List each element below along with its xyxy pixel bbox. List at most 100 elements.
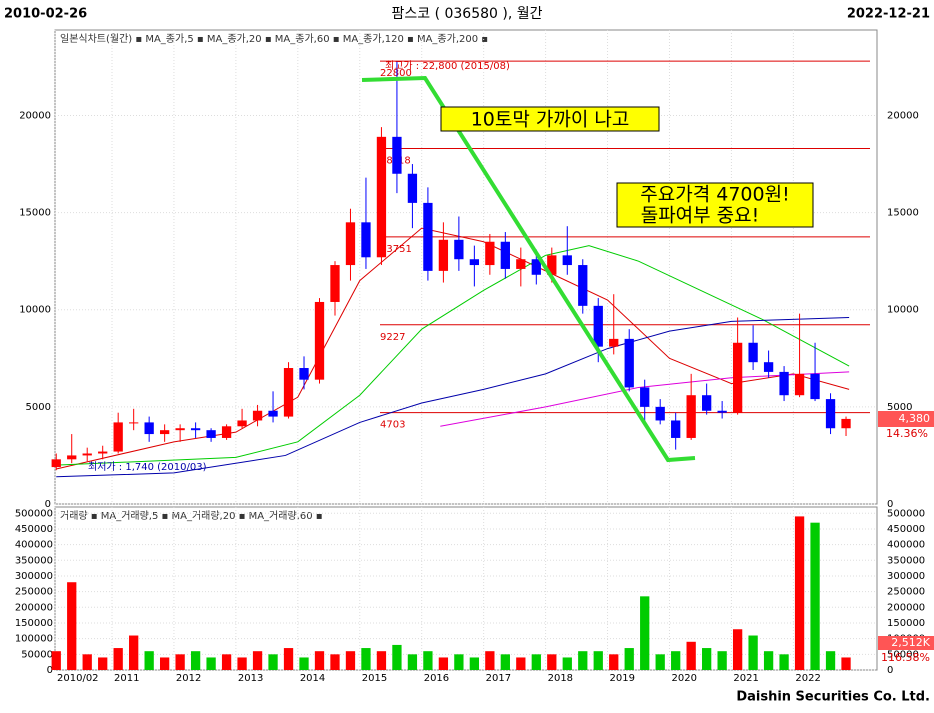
candle-body bbox=[283, 368, 294, 417]
volume-bar bbox=[330, 654, 340, 670]
candle-body bbox=[562, 255, 572, 266]
candle-body bbox=[671, 420, 681, 438]
y-tick-label: 150000 bbox=[15, 618, 53, 629]
y-tick-label: 20000 bbox=[19, 110, 51, 121]
volume-bar bbox=[113, 648, 123, 670]
candle-body bbox=[423, 202, 433, 271]
candle-body bbox=[500, 241, 510, 269]
volume-bar bbox=[361, 648, 371, 670]
candle-body bbox=[98, 451, 108, 454]
volume-bar bbox=[407, 654, 418, 670]
x-tick-label: 2019 bbox=[610, 673, 635, 684]
volume-bar bbox=[206, 657, 216, 670]
candle-body bbox=[82, 453, 92, 456]
y-tick-label: 10000 bbox=[19, 305, 51, 316]
y-tick-label: 15000 bbox=[19, 208, 51, 219]
end-date: 2022-12-21 bbox=[847, 7, 930, 22]
y-tick-label: 250000 bbox=[887, 587, 925, 598]
candle-body bbox=[206, 430, 216, 438]
volume-bar bbox=[732, 629, 743, 670]
candle-body bbox=[330, 265, 340, 302]
y-tick-label: 5000 bbox=[26, 402, 51, 413]
candle-body bbox=[547, 255, 557, 275]
y-tick-label: 300000 bbox=[15, 571, 53, 582]
volume-bar bbox=[748, 635, 758, 670]
volume-bar bbox=[237, 657, 247, 670]
candle-body bbox=[221, 426, 232, 438]
candle-body bbox=[299, 368, 309, 380]
candle-body bbox=[407, 173, 418, 203]
y-tick-label: 500000 bbox=[15, 508, 53, 519]
volume-bar bbox=[51, 651, 61, 670]
candle-body bbox=[609, 338, 619, 347]
volume-bar bbox=[376, 651, 387, 670]
volume-bar bbox=[268, 654, 278, 670]
y-tick-label: 200000 bbox=[887, 602, 925, 613]
volume-bar bbox=[190, 651, 201, 670]
volume-bar bbox=[686, 641, 696, 670]
volume-bar bbox=[825, 651, 836, 670]
y-tick-label: 100000 bbox=[15, 634, 53, 645]
volume-bar bbox=[717, 651, 727, 670]
candle-body bbox=[763, 362, 774, 372]
y-tick-label: 5000 bbox=[887, 402, 912, 413]
candle-body bbox=[438, 239, 449, 271]
candle-body bbox=[314, 301, 325, 380]
y-tick-label: 20000 bbox=[887, 110, 919, 121]
y-tick-label: 450000 bbox=[887, 524, 925, 535]
y-tick-label: 400000 bbox=[887, 540, 925, 551]
x-tick-label: 2016 bbox=[424, 673, 449, 684]
candle-body bbox=[237, 420, 247, 427]
candle-body bbox=[51, 459, 61, 468]
volume-bar bbox=[640, 596, 650, 670]
y-tick-label: 200000 bbox=[15, 602, 53, 613]
candle-body bbox=[113, 422, 123, 452]
y-tick-label: 150000 bbox=[887, 618, 925, 629]
level-label: 22800 bbox=[380, 68, 412, 79]
y-tick-label: 250000 bbox=[15, 587, 53, 598]
volume-bar bbox=[578, 651, 588, 670]
candle-body bbox=[361, 222, 371, 258]
y-tick-label: 500000 bbox=[887, 508, 925, 519]
x-tick-label: 2021 bbox=[733, 673, 758, 684]
volume-bar bbox=[779, 654, 789, 670]
candle-body bbox=[392, 136, 402, 174]
candle-body bbox=[624, 338, 634, 388]
user-trendline bbox=[361, 75, 696, 463]
volume-bar bbox=[423, 651, 433, 670]
x-tick-label: 2015 bbox=[362, 673, 387, 684]
last-price-box bbox=[878, 411, 934, 427]
volume-bar bbox=[392, 644, 402, 670]
volume-bar bbox=[547, 654, 557, 670]
y-tick-label: 50000 bbox=[21, 649, 53, 660]
candle-body bbox=[376, 136, 387, 258]
x-tick-label: 2017 bbox=[486, 673, 511, 684]
volume-bar bbox=[221, 654, 232, 670]
volume-bar bbox=[299, 657, 309, 670]
x-tick-label: 2010/02 bbox=[57, 673, 99, 684]
volume-bar bbox=[624, 648, 634, 670]
volume-bar bbox=[82, 654, 92, 670]
candle-body bbox=[67, 455, 77, 460]
volume-bar bbox=[345, 651, 356, 670]
candle-body bbox=[794, 373, 805, 396]
x-tick-label: 2020 bbox=[671, 673, 696, 684]
volume-bar bbox=[67, 582, 77, 670]
x-tick-label: 2011 bbox=[114, 673, 139, 684]
candle-body bbox=[841, 418, 851, 429]
low-label: 최저가 : 1,740 (2010/03) bbox=[88, 461, 207, 473]
annotation-box bbox=[440, 106, 660, 132]
annotation: 돌파여부 중요! bbox=[641, 205, 760, 227]
candle-body bbox=[717, 410, 727, 413]
candle-body bbox=[593, 305, 603, 347]
candle-body bbox=[578, 265, 588, 306]
volume-bar bbox=[129, 635, 139, 670]
candle-body bbox=[485, 241, 495, 266]
volume-bar bbox=[593, 651, 603, 670]
volume-bar bbox=[810, 522, 820, 670]
y-tick-label: 0 bbox=[887, 499, 893, 510]
x-tick-label: 2014 bbox=[300, 673, 325, 684]
y-tick-label: 350000 bbox=[15, 555, 53, 566]
volume-bar bbox=[438, 657, 449, 670]
